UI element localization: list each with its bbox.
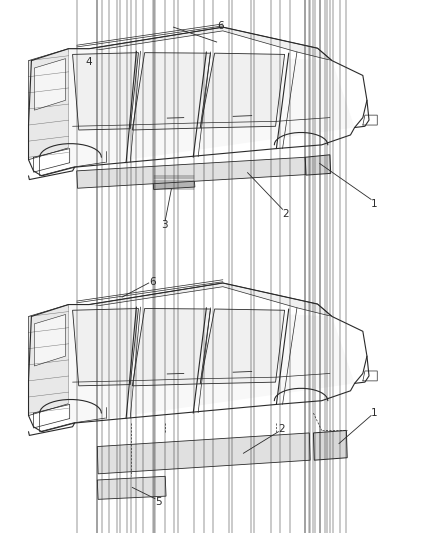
Polygon shape bbox=[132, 53, 211, 130]
Polygon shape bbox=[77, 157, 306, 188]
Polygon shape bbox=[153, 176, 195, 189]
Polygon shape bbox=[73, 53, 138, 130]
Polygon shape bbox=[28, 304, 68, 416]
Polygon shape bbox=[73, 309, 138, 386]
Text: 1: 1 bbox=[371, 199, 378, 209]
Text: 6: 6 bbox=[149, 277, 156, 287]
Polygon shape bbox=[314, 431, 347, 460]
Polygon shape bbox=[68, 27, 332, 61]
Text: 2: 2 bbox=[282, 209, 289, 219]
Polygon shape bbox=[200, 309, 285, 384]
Text: 3: 3 bbox=[161, 221, 168, 230]
Text: 6: 6 bbox=[218, 21, 224, 31]
Text: 2: 2 bbox=[279, 424, 285, 434]
Polygon shape bbox=[132, 309, 211, 386]
Text: 5: 5 bbox=[155, 497, 162, 507]
Polygon shape bbox=[68, 283, 332, 317]
Polygon shape bbox=[28, 49, 68, 160]
Text: 4: 4 bbox=[86, 57, 92, 67]
Polygon shape bbox=[200, 53, 285, 128]
Polygon shape bbox=[97, 477, 166, 499]
Polygon shape bbox=[68, 49, 355, 167]
Polygon shape bbox=[97, 433, 310, 474]
Polygon shape bbox=[34, 314, 66, 366]
Polygon shape bbox=[34, 59, 66, 110]
Text: 1: 1 bbox=[371, 408, 378, 418]
Polygon shape bbox=[305, 155, 331, 175]
Polygon shape bbox=[68, 304, 355, 423]
